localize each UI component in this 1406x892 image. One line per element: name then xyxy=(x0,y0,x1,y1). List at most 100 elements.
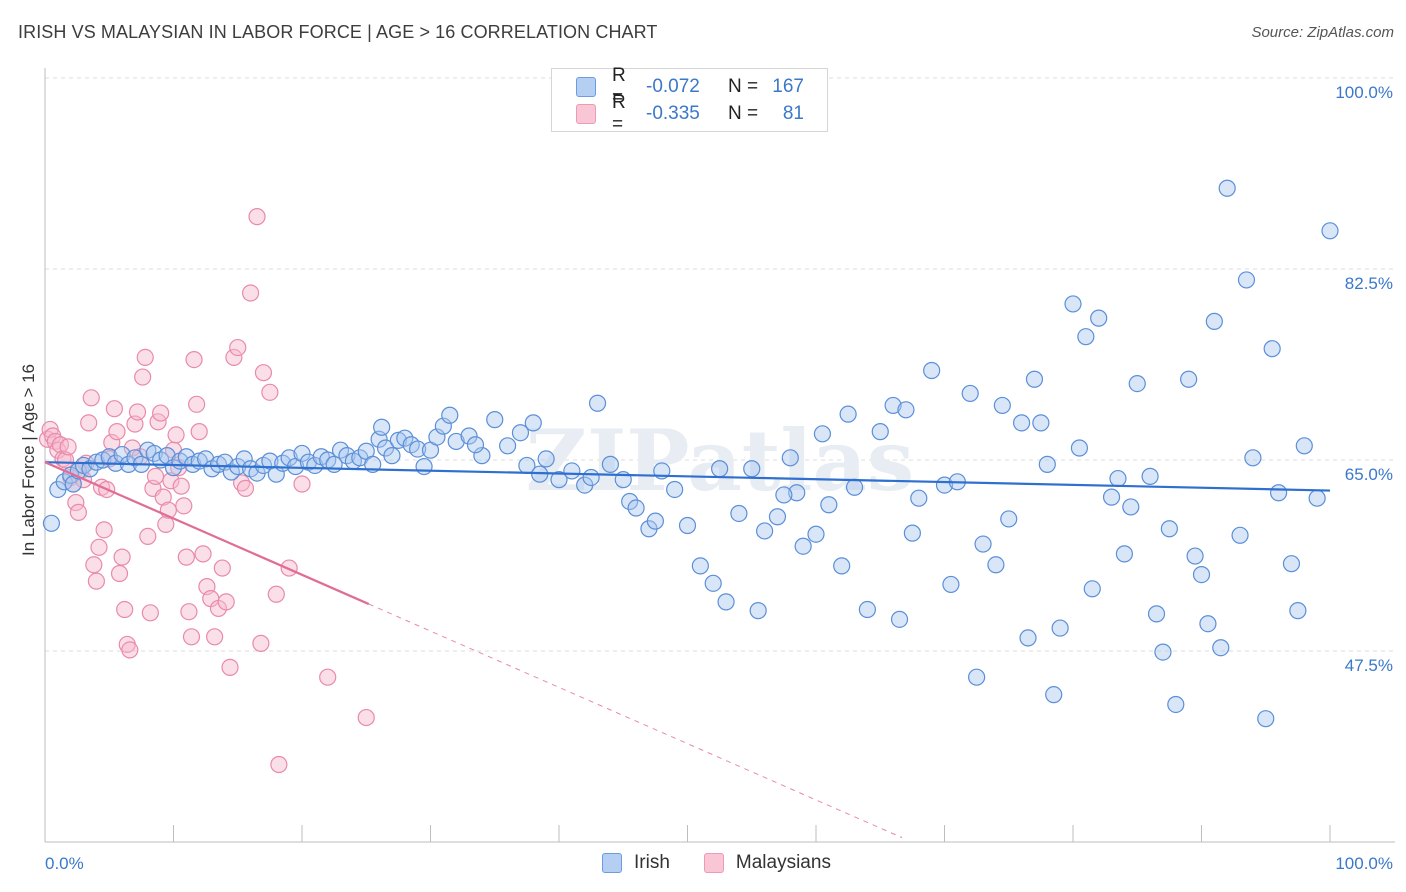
malaysian-point xyxy=(267,585,285,603)
source-label: Source: ZipAtlas.com xyxy=(1251,24,1394,41)
irish-point xyxy=(903,524,921,542)
irish-point xyxy=(373,418,391,436)
malaysian-point xyxy=(213,559,231,577)
irish-point xyxy=(1199,615,1217,633)
y-tick-label: 100.0% xyxy=(1335,83,1393,102)
irish-point xyxy=(1077,328,1095,346)
malaysian-point xyxy=(182,628,201,646)
malaysian-point xyxy=(80,414,98,432)
malaysian-point xyxy=(217,593,235,611)
irish-point xyxy=(81,460,99,478)
irish-point xyxy=(100,448,118,466)
legend-label-irish: Irish xyxy=(634,852,670,873)
irish-point xyxy=(890,610,909,628)
irish-point xyxy=(486,411,504,429)
irish-point xyxy=(987,556,1005,574)
y-tick-label: 47.5% xyxy=(1345,656,1393,675)
malaysian-point xyxy=(82,389,100,407)
chart-title: IRISH VS MALAYSIAN IN LABOR FORCE | AGE … xyxy=(18,22,658,42)
gridlines xyxy=(45,77,1395,652)
irish-point xyxy=(441,406,459,424)
legend-n-value: 167 xyxy=(772,76,804,97)
irish-point xyxy=(267,465,285,483)
irish-point xyxy=(1128,375,1146,393)
malaysian-point xyxy=(116,600,134,619)
legend-swatch-malaysians xyxy=(703,853,724,873)
irish-point xyxy=(1032,414,1050,432)
malaysian-point xyxy=(177,548,195,566)
x-tick-label: 0.0% xyxy=(45,854,84,873)
irish-point xyxy=(434,417,452,435)
series-legend: Irish Malaysians xyxy=(602,852,865,874)
legend-r-value: -0.072 xyxy=(646,76,700,97)
malaysian-trend-extension xyxy=(368,603,903,839)
irish-point xyxy=(383,447,401,465)
irish-point xyxy=(1122,498,1140,516)
irish-point xyxy=(942,575,960,594)
axes xyxy=(44,68,1395,843)
malaysian-point xyxy=(110,564,129,583)
malaysian-point xyxy=(188,395,206,413)
irish-point xyxy=(833,557,851,575)
malaysian-point xyxy=(105,400,123,418)
legend-swatch-malaysians xyxy=(576,104,596,124)
irish-point xyxy=(813,425,832,443)
irish-point xyxy=(1186,547,1204,565)
irish-point xyxy=(1263,340,1281,358)
irish-point xyxy=(537,450,555,468)
malaysian-point xyxy=(69,503,88,521)
irish-point xyxy=(884,396,902,415)
malaysian-point xyxy=(162,472,180,490)
malaysian-point xyxy=(113,548,131,566)
irish-point xyxy=(524,414,542,432)
malaysian-point xyxy=(248,208,266,226)
irish-point xyxy=(755,522,774,540)
malaysian-point xyxy=(242,284,260,302)
irish-point xyxy=(1083,580,1101,598)
y-tick-label: 65.0% xyxy=(1345,465,1393,484)
malaysian-point xyxy=(190,423,208,441)
irish-point xyxy=(820,496,838,514)
irish-point xyxy=(306,456,324,475)
malaysian-point xyxy=(152,404,170,422)
irish-point xyxy=(711,460,729,478)
irish-point xyxy=(788,484,806,502)
irish-point xyxy=(1012,414,1031,432)
irish-point xyxy=(910,489,928,507)
irish-point xyxy=(209,455,228,473)
malaysian-point xyxy=(236,479,255,497)
malaysian-point xyxy=(108,423,126,441)
irish-point xyxy=(807,525,825,543)
malaysian-point xyxy=(194,545,212,563)
irish-point xyxy=(1282,555,1301,573)
irish-point xyxy=(768,508,787,526)
irish-point xyxy=(1180,370,1198,388)
axis-labels: 47.5% 65.0% 82.5% 100.0% 0.0% 100.0% In Labor … xyxy=(19,83,1393,873)
irish-point xyxy=(717,593,735,611)
irish-point xyxy=(1321,222,1339,240)
malaysian-point xyxy=(206,628,224,646)
irish-point xyxy=(1212,639,1230,657)
malaysian-point xyxy=(85,556,103,574)
malaysian-point xyxy=(261,383,279,401)
malaysian-point xyxy=(157,515,175,533)
irish-point xyxy=(775,486,793,504)
irish-point xyxy=(550,471,568,489)
irish-point xyxy=(1205,312,1223,330)
irish-point xyxy=(389,431,407,449)
irish-point xyxy=(704,574,722,592)
malaysian-point xyxy=(67,493,85,512)
irish-point xyxy=(1102,488,1121,506)
irish-point xyxy=(1295,437,1313,455)
irish-point xyxy=(473,447,491,465)
irish-point xyxy=(1308,489,1326,507)
irish-point xyxy=(1237,271,1256,289)
legend-row-irish: R = -0.072 N = 167 xyxy=(576,65,804,108)
irish-point xyxy=(582,468,600,487)
legend-swatch-irish xyxy=(576,77,596,97)
irish-point xyxy=(1289,602,1307,620)
irish-point xyxy=(1192,565,1211,584)
malaysian-point xyxy=(221,658,239,676)
irish-point xyxy=(1167,695,1185,714)
malaysian-point xyxy=(319,668,337,686)
